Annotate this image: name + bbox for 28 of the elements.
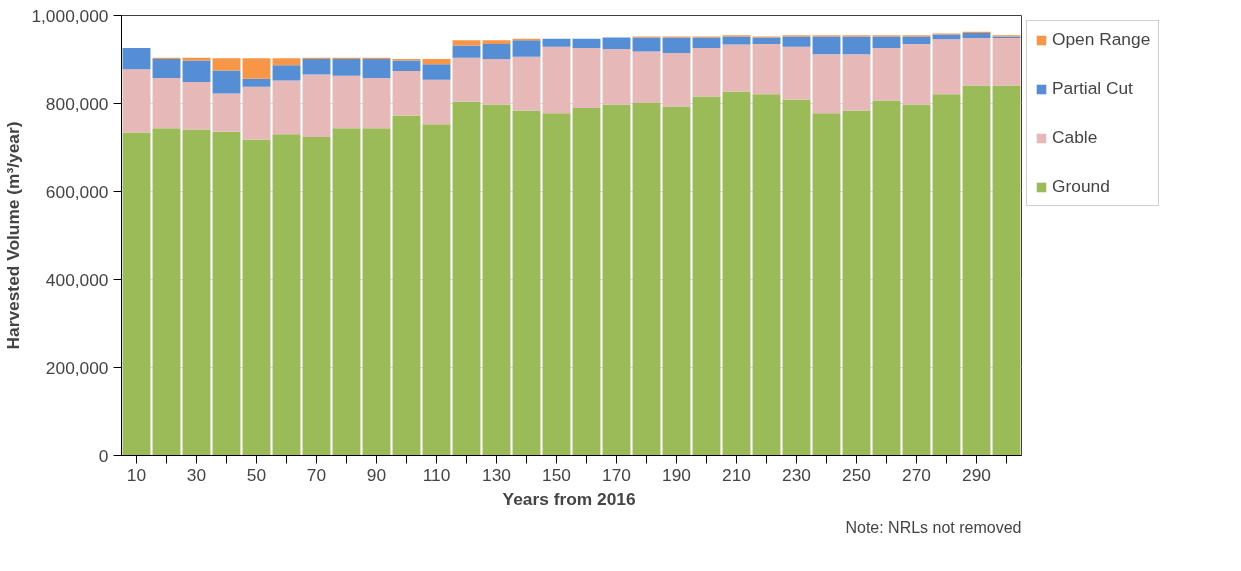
- y-tick-label: 600,000: [45, 181, 109, 202]
- x-tick-label: 10: [126, 464, 147, 485]
- legend-label: Cable: [1052, 127, 1098, 148]
- x-tick-label: 230: [782, 464, 811, 485]
- legend-label: Open Range: [1052, 29, 1151, 50]
- y-tick-label: 1,000,000: [31, 5, 109, 26]
- text: Note: NRLs not removed: [845, 518, 1022, 536]
- x-tick-label: 150: [542, 464, 571, 485]
- y-tick-label: 400,000: [45, 269, 109, 290]
- legend-label: Partial Cut: [1052, 78, 1133, 99]
- x-tick-label: 90: [366, 464, 387, 485]
- y-axis-title: Harvested Volume (m³/year): [3, 121, 24, 350]
- x-tick-label: 190: [662, 464, 691, 485]
- x-axis-title: Years from 2016: [502, 488, 636, 509]
- x-tick-label: 290: [962, 464, 991, 485]
- y-tick-label: 0: [98, 445, 109, 466]
- x-tick-label: 70: [306, 464, 327, 485]
- x-tick-label: 210: [722, 464, 751, 485]
- y-tick-label: 800,000: [45, 93, 109, 114]
- y-tick-label: 200,000: [45, 357, 109, 378]
- x-tick-label: 50: [246, 464, 267, 485]
- x-tick-label: 30: [186, 464, 207, 485]
- legend-label: Ground: [1052, 176, 1110, 197]
- x-tick-label: 130: [482, 464, 511, 485]
- x-tick-label: 170: [602, 464, 631, 485]
- x-tick-label: 110: [422, 464, 451, 485]
- x-tick-label: 270: [902, 464, 931, 485]
- x-tick-label: 250: [842, 464, 871, 485]
